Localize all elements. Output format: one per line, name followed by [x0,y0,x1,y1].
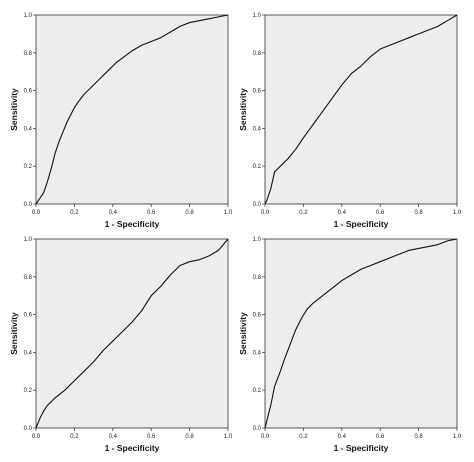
chart-bottom-left-x-tick-label: 0.8 [185,434,194,440]
chart-bottom-left-y-axis-title: Sensitivity [9,312,19,355]
chart-bottom-left-y-tick-label: 0.0 [24,426,33,432]
chart-bottom-left-y-tick-label: 0.2 [24,388,33,394]
chart-top-left: 0.0 0.2 0.4 0.6 0.8 1.0 0.0 0.2 0.4 0.6 0.8 1.0 1 - … [9,13,233,229]
chart-bottom-left-y-tick-label: 0.8 [24,275,33,281]
chart-top-left-y-axis-title: Sensitivity [9,88,19,131]
chart-top-left-x-tick-label: 0.0 [32,210,41,216]
chart-bottom-right-y-tick-label: 0.4 [253,350,262,356]
chart-top-left-x-tick-label: 1.0 [224,210,233,216]
chart-bottom-left-roc-curve-0 [35,238,229,429]
chart-bottom-right-y-tick-label: 0.8 [253,275,262,281]
chart-top-right-x-tick-label: 0.4 [338,210,347,216]
chart-top-right-x-tick-label: 0.2 [299,210,308,216]
chart-bottom-right-x-tick-label: 0.2 [299,434,308,440]
chart-top-right-x-tick-label: 0.8 [414,210,423,216]
chart-top-right-x-tick-label: 1.0 [453,210,462,216]
chart-bottom-left-x-tick-label: 0.6 [147,434,156,440]
chart-bottom-right-y-tick-label: 0.0 [253,426,262,432]
chart-top-right-y-tick-label: 0.6 [253,89,262,95]
chart-top-left-x-tick-label: 0.6 [147,210,156,216]
chart-bottom-right-y-tick-label: 1.0 [253,237,262,243]
chart-bottom-left-x-tick-label: 0.2 [70,434,79,440]
chart-bottom-left-x-tick-label: 1.0 [224,434,233,440]
chart-top-left-y-tick-label: 0.2 [24,164,33,170]
chart-top-right-y-tick-label: 0.0 [253,202,262,208]
chart-top-left-y-tick-label: 1.0 [24,13,33,19]
chart-top-left-y-tick-label: 0.4 [24,126,33,132]
chart-bottom-left-x-tick-label: 0.0 [32,434,41,440]
chart-bottom-right-y-tick-label: 0.6 [253,313,262,319]
chart-bottom-left-x-tick-label: 0.4 [109,434,118,440]
chart-top-left-y-tick-label: 0.0 [24,202,33,208]
chart-top-left-roc-curve-0 [35,14,229,205]
chart-top-right: 0.0 0.2 0.4 0.6 0.8 1.0 0.0 0.2 0.4 0.6 0.8 1.0 1 - … [238,13,462,229]
chart-top-left-x-tick-label: 0.4 [109,210,118,216]
chart-top-right-y-axis-title: Sensitivity [238,88,248,131]
chart-bottom-right-x-tick-label: 0.4 [338,434,347,440]
chart-top-right-y-tick-label: 0.8 [253,51,262,57]
chart-top-right-plot-area [264,14,458,205]
chart-bottom-right-x-tick-label: 0.6 [376,434,385,440]
chart-top-left-x-tick-label: 0.2 [70,210,79,216]
chart-bottom-right-roc-curve-0 [264,238,458,429]
chart-bottom-left-y-tick-label: 1.0 [24,237,33,243]
chart-bottom-right: 0.0 0.2 0.4 0.6 0.8 1.0 0.0 0.2 0.4 0.6 0.8 1.0 1 - … [238,237,462,453]
chart-top-right-x-axis-title: 1 - Specificity [334,219,389,229]
chart-top-left-x-tick-label: 0.8 [185,210,194,216]
chart-bottom-right-y-axis-title: Sensitivity [238,312,248,355]
chart-bottom-left-y-tick-label: 0.6 [24,313,33,319]
chart-bottom-left-plot-area [35,238,229,429]
chart-bottom-right-x-tick-label: 1.0 [453,434,462,440]
chart-bottom-right-x-tick-label: 0.8 [414,434,423,440]
chart-top-right-y-tick-label: 1.0 [253,13,262,19]
chart-bottom-right-x-tick-label: 0.0 [261,434,270,440]
chart-top-right-x-tick-label: 0.6 [376,210,385,216]
chart-top-left-x-axis-title: 1 - Specificity [105,219,160,229]
chart-top-right-y-tick-label: 0.4 [253,126,262,132]
chart-bottom-left-x-axis-title: 1 - Specificity [105,443,160,453]
chart-top-left-plot-area [35,14,229,205]
chart-bottom-left-y-tick-label: 0.4 [24,350,33,356]
chart-top-left-y-tick-label: 0.6 [24,89,33,95]
chart-bottom-right-plot-area [264,238,458,429]
chart-top-right-y-tick-label: 0.2 [253,164,262,170]
chart-top-right-roc-curve-0 [264,14,458,205]
chart-top-right-x-tick-label: 0.0 [261,210,270,216]
chart-bottom-left: 0.0 0.2 0.4 0.6 0.8 1.0 0.0 0.2 0.4 0.6 0.8 1.0 1 - … [9,237,233,453]
chart-bottom-right-x-axis-title: 1 - Specificity [334,443,389,453]
chart-top-left-y-tick-label: 0.8 [24,51,33,57]
chart-bottom-right-y-tick-label: 0.2 [253,388,262,394]
